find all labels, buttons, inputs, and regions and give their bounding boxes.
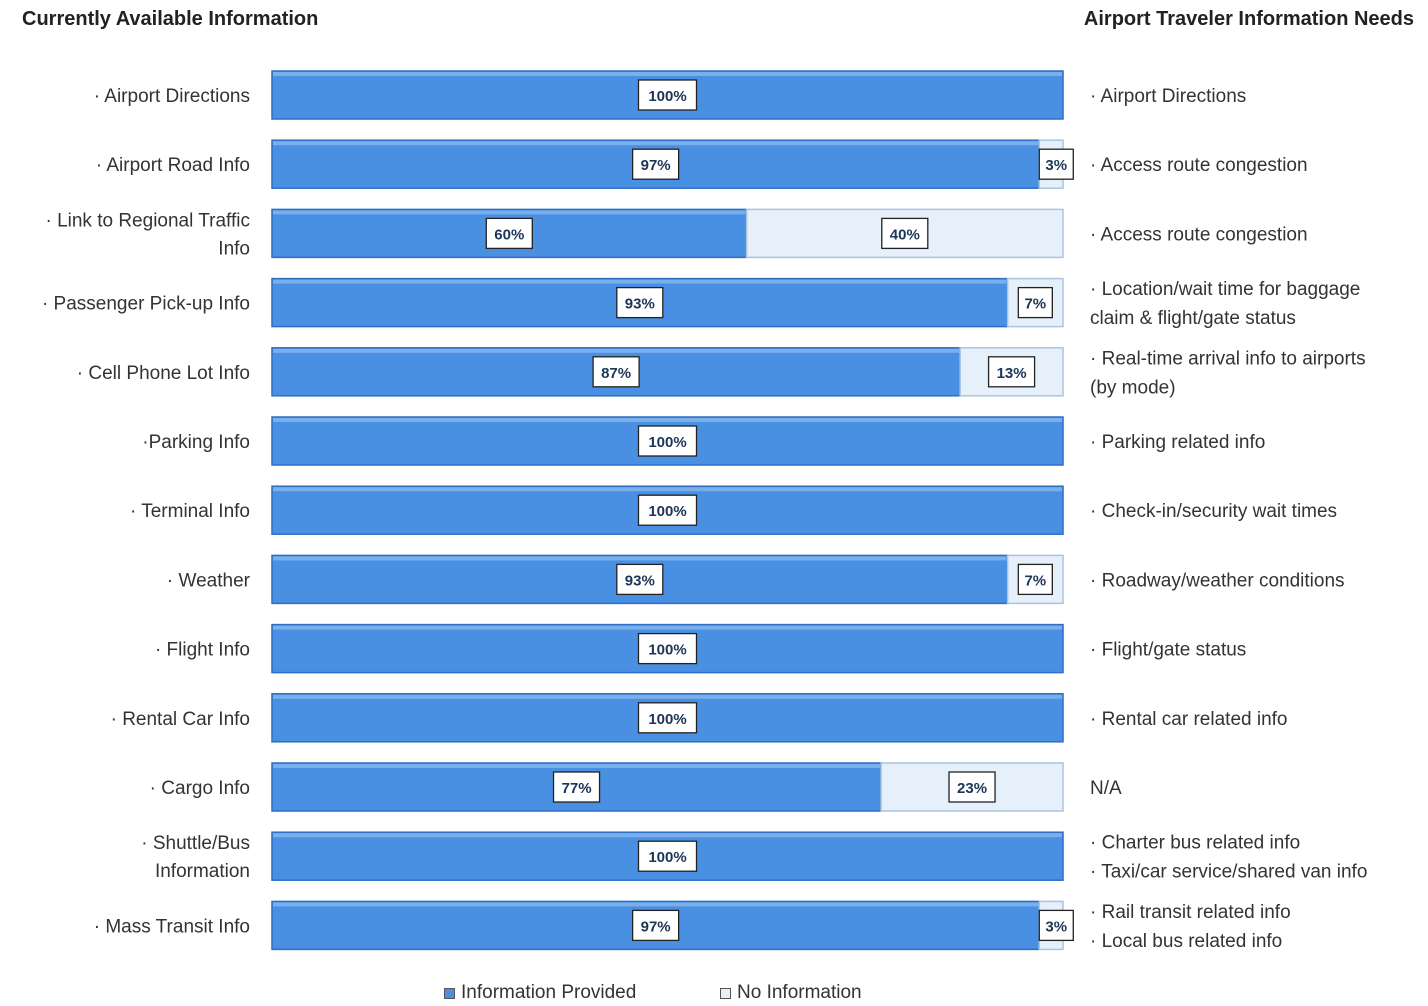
data-label-no-information-box — [1017, 563, 1053, 596]
need-label: · Local bus related info — [1090, 931, 1282, 952]
data-label-provided-box — [637, 494, 698, 526]
bar-provided-highlight — [273, 625, 1062, 630]
data-label-provided: 100% — [648, 711, 686, 728]
data-label-provided-box — [637, 79, 698, 111]
need-label: · Roadway/weather conditions — [1090, 570, 1345, 591]
legend-item-no-information: No Information — [720, 982, 862, 1004]
need-label: · Access route congestion — [1090, 224, 1308, 245]
data-label-provided-box — [552, 771, 601, 803]
data-label-no-information: 7% — [1024, 296, 1046, 313]
need-label: · Rental car related info — [1090, 709, 1288, 730]
need-label: · Real-time arrival info to airports — [1090, 348, 1366, 369]
bar-provided-highlight — [273, 764, 881, 768]
need-label: · Flight/gate status — [1090, 640, 1246, 661]
data-label-no-information-box — [948, 771, 996, 803]
category-label: · Weather — [167, 570, 251, 591]
data-label-provided: 77% — [562, 780, 592, 797]
data-label-provided-box — [631, 909, 680, 942]
need-label: · Airport Directions — [1090, 86, 1246, 107]
category-label: · Link to Regional Traffic — [45, 210, 250, 231]
data-label-no-information-box — [1038, 148, 1074, 180]
category-label: · Mass Transit Info — [94, 916, 250, 937]
data-label-provided-box — [616, 286, 664, 319]
category-label: Info — [218, 238, 250, 259]
bar-provided-highlight — [273, 418, 1062, 422]
bar-provided-highlight — [273, 348, 960, 353]
data-label-provided-box — [616, 563, 664, 596]
category-label: · Cargo Info — [150, 778, 250, 799]
data-label-provided: 87% — [601, 365, 631, 382]
data-label-provided: 100% — [648, 642, 686, 659]
need-label: claim & flight/gate status — [1090, 308, 1296, 329]
right-header: Airport Traveler Information Needs — [1083, 8, 1414, 30]
data-label-no-information-box — [881, 217, 929, 250]
stacked-bar-chart: 100% · Airport Directions · Airport Direct… — [42, 70, 1367, 952]
category-label: · Cell Phone Lot Info — [77, 363, 250, 384]
legend: Information Provided No Information — [0, 982, 1428, 1006]
data-label-provided: 100% — [648, 88, 686, 105]
category-label: · Passenger Pick-up Info — [42, 294, 250, 315]
legend-swatch-no-information — [720, 987, 731, 999]
data-label-provided-box — [637, 702, 698, 734]
data-label-provided-box — [592, 356, 640, 388]
data-label-provided: 93% — [625, 572, 655, 589]
data-label-provided-box — [631, 148, 680, 180]
legend-swatch-provided — [444, 987, 455, 999]
category-label: · Rental Car Info — [111, 709, 250, 730]
data-label-no-information-box — [1017, 286, 1053, 319]
need-label: · Taxi/car service/shared van info — [1090, 862, 1367, 883]
data-label-provided-box — [485, 217, 533, 250]
data-label-provided-box — [637, 632, 698, 665]
need-label: · Parking related info — [1090, 432, 1265, 453]
data-label-provided: 97% — [641, 157, 671, 174]
need-label: · Charter bus related info — [1090, 833, 1300, 854]
data-label-no-information-box — [987, 356, 1036, 388]
need-label: · Access route congestion — [1090, 155, 1308, 176]
data-label-provided: 100% — [648, 503, 686, 520]
category-label: ·Parking Info — [142, 432, 250, 453]
data-label-provided: 60% — [494, 226, 524, 243]
bar-provided-highlight — [273, 210, 746, 215]
data-label-no-information: 3% — [1045, 157, 1067, 174]
bar-provided-highlight — [273, 279, 1007, 284]
data-label-no-information-box — [1038, 909, 1074, 942]
data-label-provided: 100% — [648, 434, 686, 451]
bar-provided-highlight — [273, 902, 1039, 907]
legend-label-no-information: No Information — [737, 982, 862, 1003]
need-label: (by mode) — [1090, 377, 1176, 398]
legend-item-provided: Information Provided — [444, 982, 636, 1004]
bar-provided-highlight — [273, 487, 1062, 492]
data-label-no-information: 40% — [890, 226, 920, 243]
category-label: Information — [155, 861, 250, 882]
data-label-provided: 93% — [625, 296, 655, 313]
data-label-no-information: 13% — [997, 365, 1027, 382]
category-label: · Airport Road Info — [96, 155, 250, 176]
category-label: · Terminal Info — [130, 501, 250, 522]
data-label-no-information: 3% — [1045, 918, 1067, 935]
data-label-provided-box — [637, 425, 698, 457]
need-label: · Rail transit related info — [1090, 902, 1291, 923]
need-label: N/A — [1090, 778, 1122, 799]
bar-provided-highlight — [273, 694, 1062, 699]
category-label: · Shuttle/Bus — [141, 833, 250, 854]
category-label: · Airport Directions — [94, 86, 250, 107]
data-label-provided-box — [637, 840, 698, 872]
data-label-provided: 100% — [648, 849, 686, 866]
data-label-provided: 97% — [641, 918, 671, 935]
category-label: · Flight Info — [155, 640, 250, 661]
left-header: Currently Available Information — [22, 8, 319, 30]
data-label-no-information: 7% — [1024, 572, 1046, 589]
need-label: · Location/wait time for baggage — [1090, 279, 1360, 300]
data-label-no-information: 23% — [957, 780, 987, 797]
bar-provided-highlight — [273, 141, 1039, 146]
legend-label-provided: Information Provided — [461, 982, 637, 1003]
need-label: · Check-in/security wait times — [1090, 501, 1337, 522]
bar-provided-highlight — [273, 556, 1007, 561]
bar-provided-highlight — [273, 833, 1062, 838]
bar-provided-highlight — [273, 72, 1062, 76]
